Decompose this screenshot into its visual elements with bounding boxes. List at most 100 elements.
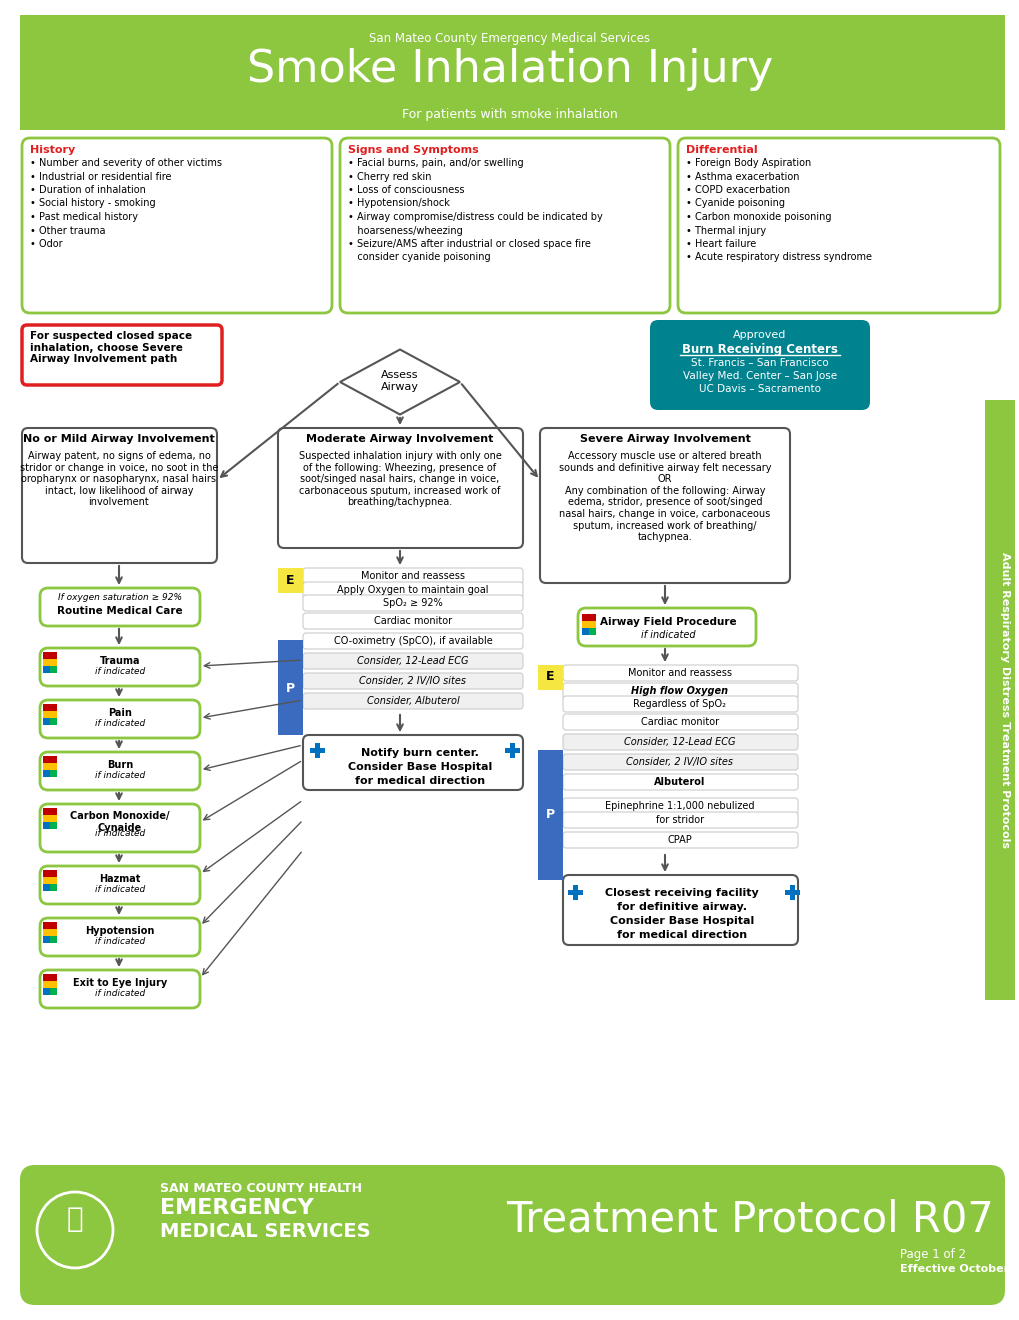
Bar [984,400,1014,1001]
Text: Consider, 2 IV/IO sites: Consider, 2 IV/IO sites [359,676,466,686]
FancyBboxPatch shape [40,917,200,956]
Text: for medical direction: for medical direction [355,776,485,785]
Bar [790,884,794,900]
FancyBboxPatch shape [562,714,797,730]
Text: If oxygen saturation ≥ 92%: If oxygen saturation ≥ 92% [58,593,181,602]
Text: Airway Field Procedure: Airway Field Procedure [599,616,736,627]
Text: Approved: Approved [733,330,786,341]
Text: if indicated: if indicated [95,829,145,837]
Text: if indicated: if indicated [95,771,145,780]
Text: Page 1 of 2: Page 1 of 2 [899,1247,965,1261]
FancyBboxPatch shape [562,799,797,814]
FancyBboxPatch shape [562,812,797,828]
Text: if indicated: if indicated [95,668,145,676]
Bar [573,884,578,900]
FancyBboxPatch shape [539,428,790,583]
Text: Regardless of SpO₂: Regardless of SpO₂ [633,700,726,709]
Text: • Cyanide poisoning: • Cyanide poisoning [686,198,785,209]
Text: Burn Receiving Centers: Burn Receiving Centers [682,343,838,356]
FancyBboxPatch shape [22,325,222,385]
FancyBboxPatch shape [562,665,797,681]
Text: EMERGENCY: EMERGENCY [160,1199,314,1218]
Text: For suspected closed space
inhalation, choose Severe
Airway Involvement path: For suspected closed space inhalation, c… [30,331,192,364]
FancyBboxPatch shape [303,634,523,649]
Text: for medical direction: for medical direction [616,931,746,940]
Bar [43,974,57,981]
Text: hoarseness/wheezing: hoarseness/wheezing [347,226,463,235]
Text: MEDICAL SERVICES: MEDICAL SERVICES [160,1222,370,1241]
Bar [43,718,50,725]
Bar [20,15,1004,129]
Text: if indicated: if indicated [95,719,145,729]
FancyBboxPatch shape [303,568,523,583]
Text: Airway patent, no signs of edema, no
stridor or change in voice, no soot in the
: Airway patent, no signs of edema, no str… [19,451,218,507]
Bar [50,936,57,942]
Text: St. Francis – San Francisco: St. Francis – San Francisco [691,358,828,368]
Bar [50,884,57,891]
Bar [278,568,303,593]
Text: Burn: Burn [107,760,133,770]
Text: consider cyanide poisoning: consider cyanide poisoning [347,252,490,263]
Bar [43,763,57,770]
FancyBboxPatch shape [303,735,523,789]
Text: for definitive airway.: for definitive airway. [616,902,746,912]
Bar [582,614,595,620]
FancyBboxPatch shape [303,653,523,669]
FancyBboxPatch shape [303,693,523,709]
Text: SAN MATEO COUNTY HEALTH: SAN MATEO COUNTY HEALTH [160,1181,362,1195]
Text: Hypotension: Hypotension [86,927,155,936]
Text: • Seizure/AMS after industrial or closed space fire: • Seizure/AMS after industrial or closed… [347,239,590,249]
FancyBboxPatch shape [20,1166,1004,1305]
Bar [582,628,588,635]
Bar [50,718,57,725]
Text: Differential: Differential [686,145,757,154]
FancyBboxPatch shape [20,15,1004,129]
Text: No or Mild Airway Involvement: No or Mild Airway Involvement [23,434,215,444]
Bar [50,667,57,673]
Bar [43,808,57,814]
Text: • Carbon monoxide poisoning: • Carbon monoxide poisoning [686,213,830,222]
FancyBboxPatch shape [562,682,797,700]
Bar [43,814,57,822]
Text: Treatment Protocol R07: Treatment Protocol R07 [505,1199,993,1239]
Bar [50,770,57,777]
FancyBboxPatch shape [649,319,869,411]
FancyBboxPatch shape [562,696,797,711]
Text: 🌿: 🌿 [66,1205,84,1233]
Text: Carbon Monoxide/
Cynaide: Carbon Monoxide/ Cynaide [70,812,169,833]
FancyBboxPatch shape [40,587,200,626]
Text: • Duration of inhalation: • Duration of inhalation [30,185,146,195]
Text: Cardiac monitor: Cardiac monitor [374,616,451,626]
FancyBboxPatch shape [40,866,200,904]
Text: Signs and Symptoms: Signs and Symptoms [347,145,478,154]
Text: Valley Med. Center – San Jose: Valley Med. Center – San Jose [683,371,837,381]
Bar [43,822,50,829]
Text: For patients with smoke inhalation: For patients with smoke inhalation [401,108,618,121]
Text: Monitor and reassess: Monitor and reassess [628,668,732,678]
Text: CPAP: CPAP [667,836,692,845]
Text: Severe Airway Involvement: Severe Airway Involvement [579,434,750,444]
Text: • Industrial or residential fire: • Industrial or residential fire [30,172,171,181]
FancyBboxPatch shape [578,609,755,645]
Bar [43,756,57,763]
Text: if indicated: if indicated [640,630,695,640]
Text: High flow Oxygen: High flow Oxygen [631,686,728,696]
Text: • Asthma exacerbation: • Asthma exacerbation [686,172,799,181]
Text: if indicated: if indicated [95,937,145,946]
FancyBboxPatch shape [278,428,523,548]
FancyBboxPatch shape [303,673,523,689]
Text: for stridor: for stridor [655,814,703,825]
Bar [43,704,57,711]
Text: • Number and severity of other victims: • Number and severity of other victims [30,158,222,168]
FancyBboxPatch shape [303,582,523,598]
Bar [43,770,50,777]
Text: Pain: Pain [108,708,131,718]
Bar [510,743,515,758]
Bar [43,929,57,936]
Bar [537,665,562,690]
Text: Consider, Albuterol: Consider, Albuterol [366,696,459,706]
Bar [43,981,57,987]
Text: Consider, 12-Lead ECG: Consider, 12-Lead ECG [624,737,735,747]
Text: • Airway compromise/distress could be indicated by: • Airway compromise/distress could be in… [347,213,602,222]
Bar [43,936,50,942]
